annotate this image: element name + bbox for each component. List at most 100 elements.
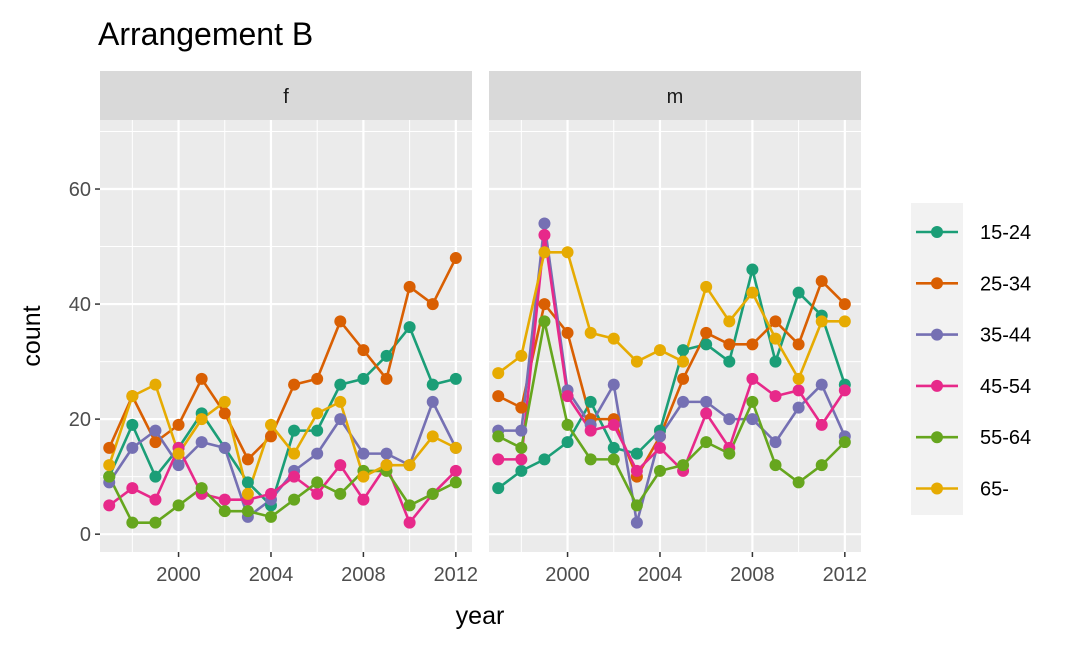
data-point-65- xyxy=(195,413,208,426)
data-point-55-64 xyxy=(149,516,162,529)
panel-m: m 2000 2004 2008 2012 xyxy=(489,71,867,586)
data-point-25-34 xyxy=(769,315,782,328)
data-point-55-64 xyxy=(584,453,597,466)
data-point-65- xyxy=(241,487,254,500)
x-tick-label: 2000 xyxy=(545,564,590,586)
x-axis-title: year xyxy=(456,602,505,630)
data-point-45-54 xyxy=(584,424,597,437)
data-point-55-64 xyxy=(172,499,185,512)
legend-label: 35-44 xyxy=(980,325,1031,347)
data-point-15-24 xyxy=(126,418,139,431)
data-point-35-44 xyxy=(769,436,782,449)
data-point-55-64 xyxy=(746,395,759,408)
y-tick-label: 60 xyxy=(69,179,91,201)
data-point-55-64 xyxy=(264,510,277,523)
data-point-55-64 xyxy=(311,476,324,489)
data-point-55-64 xyxy=(492,430,505,443)
legend-label: 55-64 xyxy=(980,427,1031,449)
data-point-35-44 xyxy=(218,441,231,454)
legend-label: 65- xyxy=(980,479,1009,501)
panel-background xyxy=(489,120,861,552)
data-point-65- xyxy=(403,459,416,472)
data-point-25-34 xyxy=(380,372,393,385)
data-point-65- xyxy=(149,378,162,391)
data-point-25-34 xyxy=(311,372,324,385)
chart-title: Arrangement B xyxy=(98,16,313,52)
data-point-35-44 xyxy=(677,395,690,408)
x-tick-label: 2004 xyxy=(249,564,294,586)
legend-key-background xyxy=(911,203,963,515)
data-point-55-64 xyxy=(449,476,462,489)
legend-label: 45-54 xyxy=(980,376,1031,398)
data-point-25-34 xyxy=(149,436,162,449)
data-point-25-34 xyxy=(515,401,528,414)
series-line-25-34 xyxy=(108,257,457,461)
data-point-25-34 xyxy=(103,441,116,454)
data-point-65- xyxy=(584,326,597,339)
x-tick-label: 2004 xyxy=(638,564,683,586)
data-point-35-44 xyxy=(195,436,208,449)
data-point-25-34 xyxy=(241,453,254,466)
data-point-35-44 xyxy=(380,447,393,460)
data-point-65- xyxy=(607,332,620,345)
data-point-15-24 xyxy=(677,344,690,357)
data-point-35-44 xyxy=(815,378,828,391)
series-line-45-54 xyxy=(498,233,846,473)
data-point-15-24 xyxy=(311,424,324,437)
data-point-15-24 xyxy=(449,372,462,385)
data-point-65- xyxy=(492,367,505,380)
data-point-15-24 xyxy=(241,476,254,489)
facet-label: f xyxy=(283,86,289,108)
data-point-15-24 xyxy=(403,321,416,334)
data-point-65- xyxy=(653,344,666,357)
data-point-65- xyxy=(288,447,301,460)
data-point-15-24 xyxy=(746,263,759,276)
data-point-55-64 xyxy=(630,499,643,512)
data-point-25-34 xyxy=(538,298,551,311)
data-point-65- xyxy=(700,280,713,293)
data-point-45-54 xyxy=(103,499,116,512)
data-point-65- xyxy=(630,355,643,368)
data-point-45-54 xyxy=(357,493,370,506)
data-point-35-44 xyxy=(746,413,759,426)
data-point-15-24 xyxy=(357,372,370,385)
data-point-15-24 xyxy=(538,453,551,466)
data-point-15-24 xyxy=(426,378,439,391)
data-point-65- xyxy=(792,372,805,385)
series-line-55-64 xyxy=(108,469,457,524)
legend-label: 25-34 xyxy=(980,273,1031,295)
data-point-65- xyxy=(769,332,782,345)
data-point-65- xyxy=(815,315,828,328)
data-point-15-24 xyxy=(149,470,162,483)
series-line-55-64 xyxy=(497,320,846,507)
data-point-35-44 xyxy=(334,413,347,426)
x-tick-label: 2000 xyxy=(156,564,201,586)
data-point-45-54 xyxy=(492,453,505,466)
series-line-45-54 xyxy=(108,446,457,524)
data-point-65- xyxy=(311,407,324,420)
data-point-65- xyxy=(561,246,574,259)
data-point-55-64 xyxy=(426,487,439,500)
y-tick-label: 40 xyxy=(69,294,91,316)
data-point-15-24 xyxy=(769,355,782,368)
y-tick-label: 20 xyxy=(69,409,91,431)
data-point-65- xyxy=(218,395,231,408)
data-point-55-64 xyxy=(195,482,208,495)
series-line-15-24 xyxy=(108,325,457,507)
data-point-55-64 xyxy=(792,476,805,489)
data-point-35-44 xyxy=(172,459,185,472)
x-tick-label: 2012 xyxy=(434,564,479,586)
legend-key-point xyxy=(931,482,943,495)
data-point-65- xyxy=(515,349,528,362)
data-point-15-24 xyxy=(700,338,713,351)
data-point-25-34 xyxy=(723,338,736,351)
data-point-55-64 xyxy=(126,516,139,529)
data-point-55-64 xyxy=(769,459,782,472)
y-tick-label: 0 xyxy=(80,524,91,546)
data-point-65- xyxy=(723,315,736,328)
data-point-15-24 xyxy=(515,464,528,477)
data-point-55-64 xyxy=(403,499,416,512)
data-point-55-64 xyxy=(515,441,528,454)
data-point-65- xyxy=(677,355,690,368)
data-point-45-54 xyxy=(311,487,324,500)
